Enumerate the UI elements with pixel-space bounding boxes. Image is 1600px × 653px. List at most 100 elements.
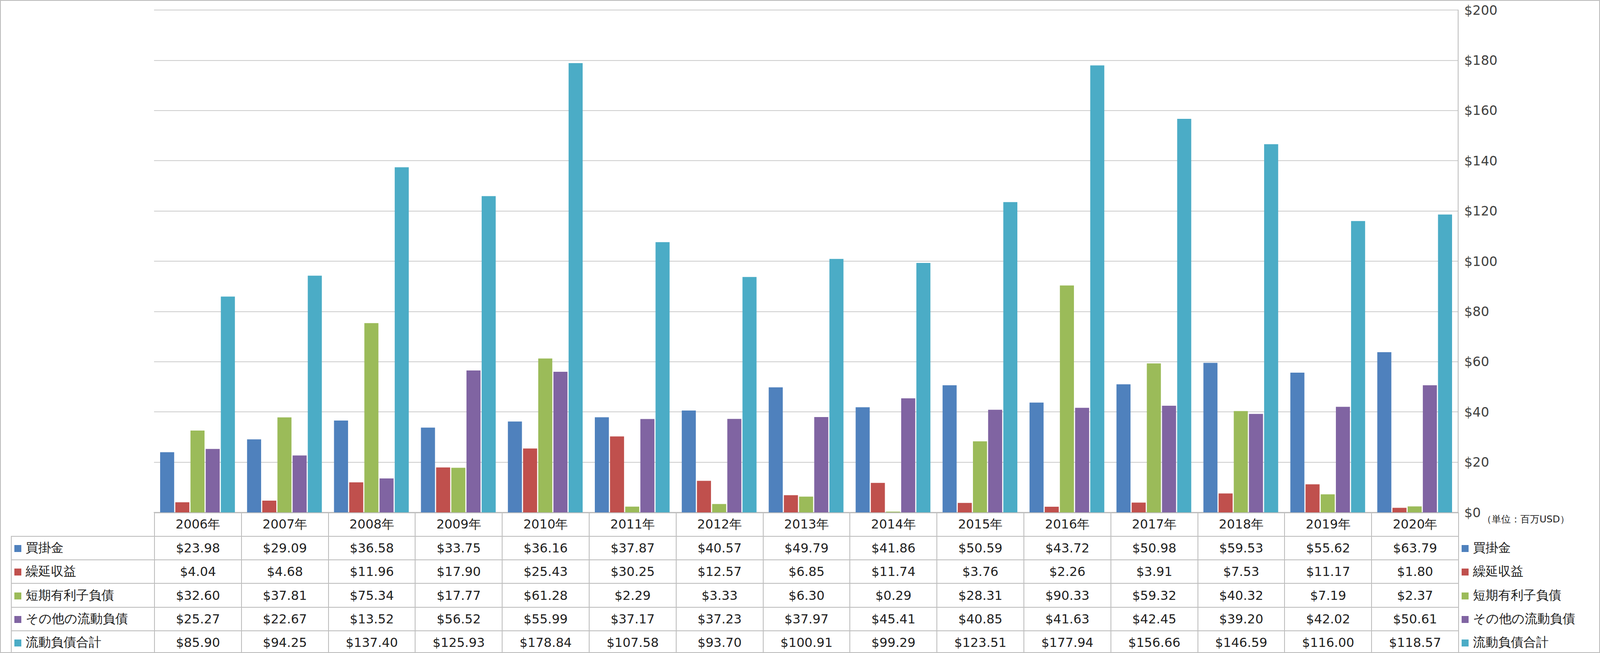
html-text:2009年: 2009年: [436, 516, 482, 532]
html-text:$7.19: $7.19: [1310, 587, 1347, 603]
svg-text:$100: $100: [1464, 253, 1498, 269]
html-text:$37.81: $37.81: [262, 587, 307, 603]
html-text:$50.98: $50.98: [1132, 540, 1177, 556]
html-text:$13.52: $13.52: [349, 611, 394, 627]
html-text:繰延収益: 繰延収益: [25, 563, 77, 579]
html-text:$37.17: $37.17: [610, 611, 655, 627]
html-text:短期有利子負債: 短期有利子負債: [25, 587, 115, 603]
html-text:2013年: 2013年: [784, 516, 829, 532]
svg-text:$140: $140: [1464, 153, 1498, 169]
html-text:$59.53: $59.53: [1219, 540, 1264, 556]
html-text:$118.57: $118.57: [1389, 634, 1442, 650]
html-text:$42.45: $42.45: [1132, 611, 1177, 627]
svg-text:$0: $0: [1464, 504, 1481, 520]
html-text:$40.57: $40.57: [697, 540, 742, 556]
html-text:流動負債合計: 流動負債合計: [1472, 634, 1549, 650]
html-text:$177.94: $177.94: [1041, 634, 1094, 650]
svg-text:$160: $160: [1464, 102, 1498, 118]
html-text:$2.37: $2.37: [1397, 587, 1434, 603]
html-text:$17.90: $17.90: [436, 564, 481, 579]
html-text:短期有利子負債: 短期有利子負債: [1472, 587, 1562, 603]
html-text:$61.28: $61.28: [523, 587, 568, 603]
html-text:$45.41: $45.41: [871, 611, 916, 627]
html-text:2014年: 2014年: [871, 516, 916, 532]
html-text:$11.96: $11.96: [349, 564, 394, 579]
html-text:$32.60: $32.60: [175, 587, 221, 603]
html-text:2008年: 2008年: [349, 516, 395, 532]
html-text:$56.52: $56.52: [436, 611, 481, 627]
html-text:$36.16: $36.16: [523, 540, 568, 556]
html-text:$137.40: $137.40: [345, 634, 398, 650]
html-text:2006年: 2006年: [175, 516, 221, 532]
html-text:$49.79: $49.79: [784, 540, 829, 556]
html-text:$43.72: $43.72: [1045, 540, 1090, 556]
html-text:2017年: 2017年: [1131, 516, 1177, 532]
html-text:$50.59: $50.59: [958, 540, 1003, 556]
html-text:$146.59: $146.59: [1215, 634, 1268, 650]
html-text:2012年: 2012年: [697, 516, 742, 532]
html-text:$40.85: $40.85: [958, 611, 1003, 627]
html-text:$116.00: $116.00: [1302, 634, 1355, 650]
html-text:$4.68: $4.68: [266, 564, 303, 579]
html-text:$41.63: $41.63: [1045, 611, 1090, 627]
svg-text:$80: $80: [1464, 303, 1490, 319]
html-text:2019年: 2019年: [1305, 516, 1351, 532]
html-text:$85.90: $85.90: [175, 634, 221, 650]
svg-text:$60: $60: [1464, 353, 1490, 369]
html-text:$0.29: $0.29: [875, 587, 912, 603]
html-text:その他の流動負債: その他の流動負債: [1472, 610, 1576, 626]
html-text:$36.58: $36.58: [349, 540, 394, 556]
html-text:$28.31: $28.31: [958, 587, 1003, 603]
html-text:$99.29: $99.29: [871, 634, 916, 650]
html-text:$107.58: $107.58: [606, 634, 659, 650]
html-text:$42.02: $42.02: [1306, 611, 1351, 627]
html-text:$3.33: $3.33: [701, 587, 738, 603]
html-text:2007年: 2007年: [262, 516, 308, 532]
html-text:2020年: 2020年: [1392, 516, 1438, 532]
html-text:2016年: 2016年: [1044, 516, 1090, 532]
html-text:流動負債合計: 流動負債合計: [25, 634, 102, 650]
html-text:買掛金: 買掛金: [1472, 540, 1511, 555]
html-text:繰延収益: 繰延収益: [1472, 563, 1524, 579]
html-text:2018年: 2018年: [1218, 516, 1264, 532]
html-text:$41.86: $41.86: [871, 540, 916, 556]
html-text:$125.93: $125.93: [432, 634, 485, 650]
html-text:$50.61: $50.61: [1393, 611, 1438, 627]
html-text:2011年: 2011年: [610, 516, 656, 532]
html-text:$37.23: $37.23: [697, 611, 742, 627]
html-text:買掛金: 買掛金: [25, 540, 64, 555]
html-text:$55.62: $55.62: [1306, 540, 1351, 556]
html-text:その他の流動負債: その他の流動負債: [25, 610, 128, 626]
html-text:$4.04: $4.04: [179, 564, 217, 579]
html-text:$37.97: $37.97: [784, 611, 829, 627]
html-text:$40.32: $40.32: [1219, 587, 1264, 603]
html-text:$22.67: $22.67: [262, 611, 307, 627]
html-text:$156.66: $156.66: [1128, 634, 1181, 650]
html-text:$23.98: $23.98: [175, 540, 221, 556]
html-text:2010年: 2010年: [523, 516, 569, 532]
svg-text:$180: $180: [1464, 52, 1498, 68]
html-text:$59.32: $59.32: [1132, 587, 1177, 603]
html-text:$33.75: $33.75: [436, 540, 481, 556]
svg-text:$20: $20: [1464, 454, 1490, 470]
html-text:$6.30: $6.30: [788, 587, 825, 603]
html-text:$123.51: $123.51: [954, 634, 1007, 650]
svg-text:$120: $120: [1464, 203, 1498, 219]
html-text:$75.34: $75.34: [349, 587, 394, 603]
html-text:$90.33: $90.33: [1045, 587, 1090, 603]
svg-text:$40: $40: [1464, 404, 1490, 420]
html-text:$29.09: $29.09: [262, 540, 307, 556]
svg-text:$200: $200: [1464, 2, 1498, 18]
html-text:$94.25: $94.25: [262, 634, 307, 650]
html-text:2015年: 2015年: [958, 516, 1003, 532]
html-text:$37.87: $37.87: [610, 540, 655, 556]
html-text:$55.99: $55.99: [523, 611, 568, 627]
html-text:$25.27: $25.27: [175, 611, 221, 627]
html-text:$2.29: $2.29: [614, 587, 651, 603]
html-text:$100.91: $100.91: [780, 634, 833, 650]
html-text:$93.70: $93.70: [697, 634, 742, 650]
html-text:$178.84: $178.84: [519, 634, 572, 650]
html-text:$63.79: $63.79: [1393, 540, 1438, 556]
html-text:$39.20: $39.20: [1219, 611, 1264, 627]
html-text:$17.77: $17.77: [436, 587, 481, 603]
